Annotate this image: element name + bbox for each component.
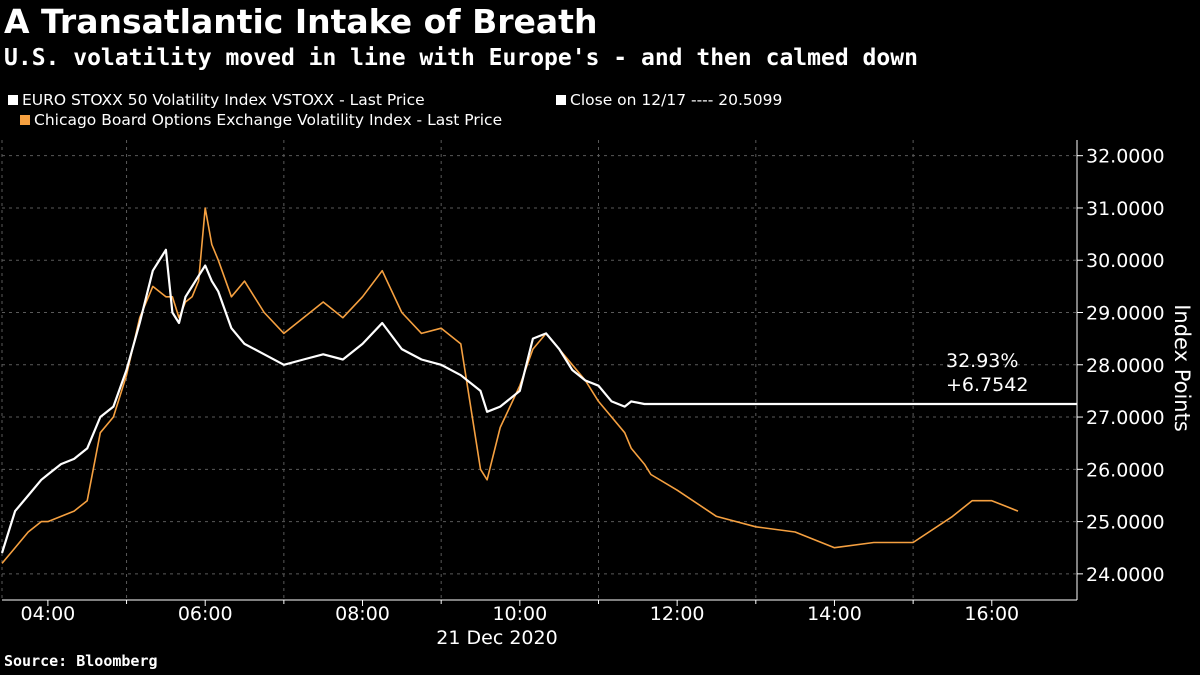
series-line-vix [1, 207, 1019, 564]
legend-swatch-euro [8, 95, 18, 105]
x-tick-label: 14:00 [807, 603, 862, 625]
legend-swatch-us [20, 115, 30, 125]
legend-label-us: Chicago Board Options Exchange Volatilit… [34, 111, 503, 129]
y-tick-label: 30.0000 [1086, 250, 1165, 272]
y-tick-label: 32.0000 [1086, 146, 1165, 168]
y-tick-label: 28.0000 [1086, 355, 1165, 377]
y-tick-label: 24.0000 [1086, 564, 1165, 586]
y-tick-label: 31.0000 [1086, 198, 1165, 220]
legend-label-euro: EURO STOXX 50 Volatility Index VSTOXX - … [22, 91, 425, 109]
y-tick-label: 29.0000 [1086, 303, 1165, 325]
grid-layer [1, 140, 1077, 600]
legend-label-close: Close on 12/17 ---- 20.5099 [570, 91, 783, 109]
axis-layer: 04:00 06:00 08:00 10:00 12:00 14:00 16:00 24.00… [2, 140, 1165, 625]
legend-item-close: Close on 12/17 ---- 20.5099 [556, 90, 782, 110]
legend-item-us: Chicago Board Options Exchange Volatilit… [20, 110, 502, 130]
series-line-vstoxx [0, 248, 1077, 554]
annotation-change: +6.7542 [946, 374, 1028, 396]
x-tick-label: 06:00 [178, 603, 233, 625]
legend-item-euro: EURO STOXX 50 Volatility Index VSTOXX - … [8, 90, 425, 110]
series-layer [0, 207, 1077, 564]
y-axis-label: Index Points [1170, 304, 1194, 432]
x-tick-label: 12:00 [650, 603, 705, 625]
y-tick-label: 25.0000 [1086, 512, 1165, 534]
legend-swatch-close [556, 95, 566, 105]
source-note: Source: Bloomberg [4, 652, 158, 670]
y-tick-label: 26.0000 [1086, 459, 1165, 481]
x-axis-label: 21 Dec 2020 [436, 627, 557, 649]
x-tick-label: 16:00 [964, 603, 1019, 625]
chart-subtitle: U.S. volatility moved in line with Europ… [4, 45, 918, 71]
x-tick-label: 08:00 [335, 603, 390, 625]
y-tick-label: 27.0000 [1086, 407, 1165, 429]
x-tick-label: 04:00 [21, 603, 76, 625]
annotation-pct: 32.93% [946, 350, 1018, 372]
x-tick-label: 10:00 [492, 603, 547, 625]
chart-title: A Transatlantic Intake of Breath [4, 2, 598, 41]
